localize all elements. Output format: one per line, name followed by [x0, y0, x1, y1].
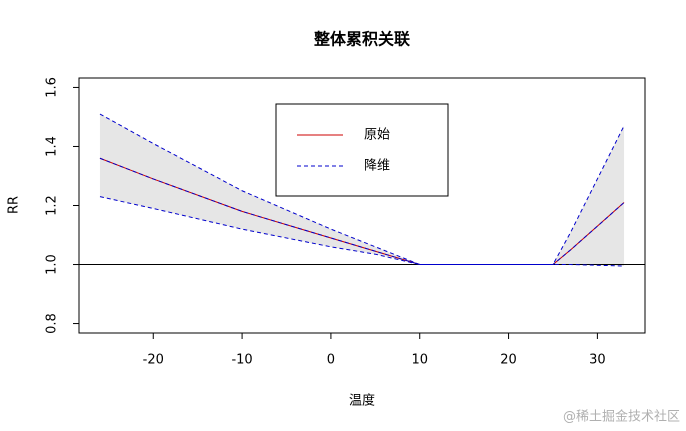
- series-line: [99, 157, 625, 266]
- legend-label: 降维: [364, 159, 390, 174]
- y-tick-label: 1.2: [45, 195, 60, 216]
- x-tick-label: 0: [327, 353, 335, 368]
- series-line: [99, 196, 625, 267]
- series-line: [99, 113, 625, 266]
- y-tick-label: 1.4: [45, 136, 60, 157]
- chart-title: 整体累积关联: [313, 30, 410, 49]
- x-tick-label: 20: [500, 353, 517, 368]
- x-axis-label: 温度: [349, 393, 375, 409]
- x-tick-label: -10: [231, 353, 252, 368]
- y-tick-label: 0.8: [45, 313, 60, 334]
- y-tick-label: 1.6: [45, 77, 60, 98]
- x-tick-label: 30: [589, 353, 606, 368]
- y-tick-label: 1.0: [45, 254, 60, 275]
- x-tick-label: -20: [143, 353, 164, 368]
- confidence-band: [99, 114, 625, 267]
- x-tick-label: 10: [411, 353, 428, 368]
- legend-box: [275, 103, 449, 197]
- y-axis-label: RR: [7, 196, 22, 214]
- watermark: @稀土掘金技术社区: [563, 409, 680, 425]
- legend-label: 原始: [364, 128, 390, 143]
